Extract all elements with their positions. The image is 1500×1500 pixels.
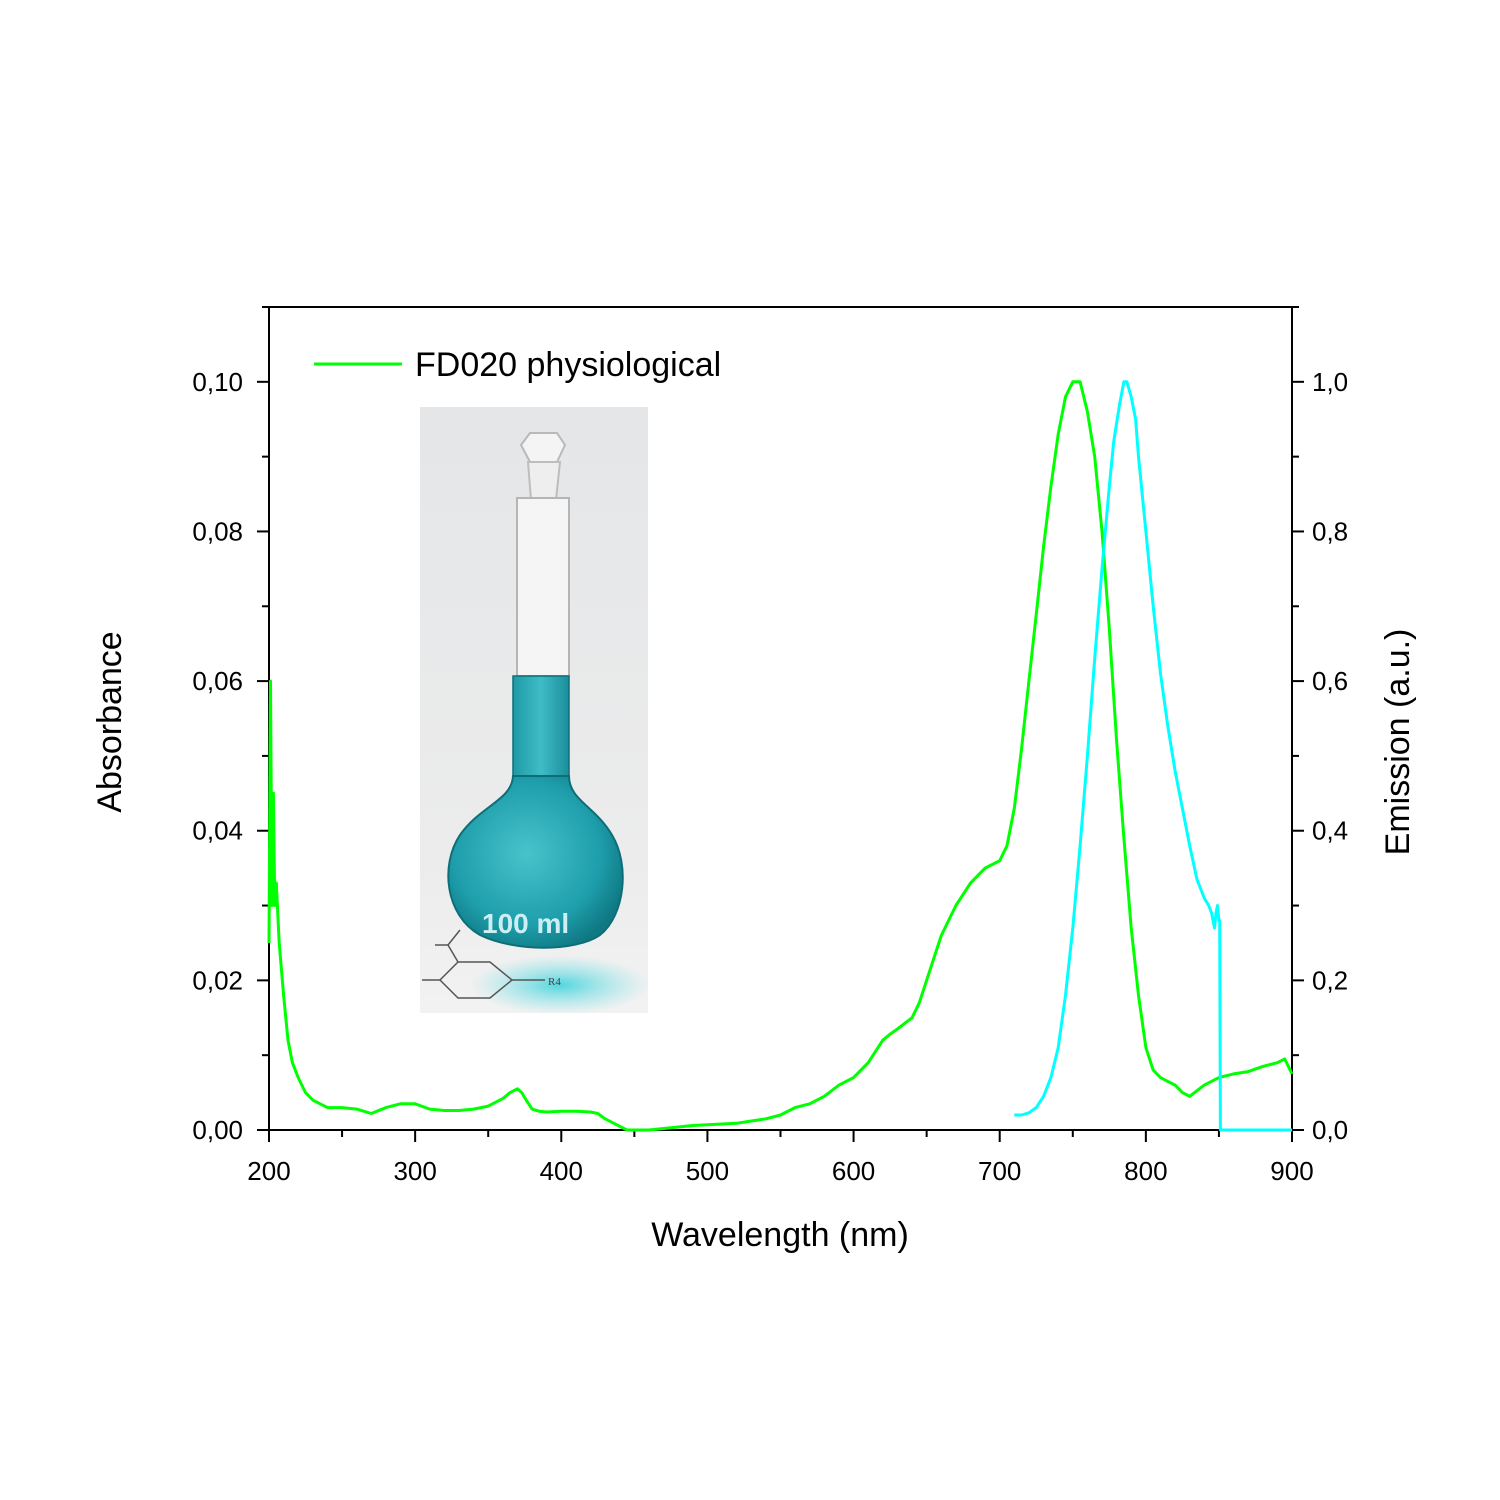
liquid-shadow bbox=[470, 955, 650, 1015]
x-tick-label: 200 bbox=[247, 1156, 290, 1186]
left-y-tick-label: 0,00 bbox=[192, 1115, 243, 1145]
right-y-tick-label: 0,0 bbox=[1312, 1115, 1348, 1145]
absorbance-series-line bbox=[267, 380, 1294, 1132]
left-y-tick-label: 0,06 bbox=[192, 666, 243, 696]
x-tick-label: 800 bbox=[1124, 1156, 1167, 1186]
x-axis-title: Wavelength (nm) bbox=[651, 1216, 909, 1254]
x-tick-label: 400 bbox=[540, 1156, 583, 1186]
right-y-tick-label: 0,8 bbox=[1312, 516, 1348, 546]
left-y-tick-label: 0,04 bbox=[192, 816, 243, 846]
legend-label-fd020: FD020 physiological bbox=[415, 346, 721, 384]
emission-series-line bbox=[1014, 380, 1292, 1132]
left-y-axis-title: Absorbance bbox=[91, 631, 129, 812]
right-y-tick-label: 1,0 bbox=[1312, 367, 1348, 397]
legend: FD020 physiological bbox=[314, 346, 721, 384]
x-tick-label: 300 bbox=[393, 1156, 436, 1186]
flask-body bbox=[447, 775, 624, 949]
left-y-tick-label: 0,10 bbox=[192, 367, 243, 397]
right-y-axis-title: Emission (a.u.) bbox=[1379, 629, 1417, 856]
chemical-structure-drawing bbox=[422, 929, 545, 999]
right-y-tick-label: 0,2 bbox=[1312, 965, 1348, 995]
structure-label: R4 bbox=[548, 976, 561, 988]
flask-stopper bbox=[519, 432, 567, 463]
left-y-tick-label: 0,02 bbox=[192, 965, 243, 995]
x-tick-label: 600 bbox=[832, 1156, 875, 1186]
flask-inset-image: 100 ml R4 bbox=[420, 407, 650, 1015]
right-y-tick-label: 0,4 bbox=[1312, 816, 1348, 846]
flask-neck bbox=[516, 497, 570, 677]
x-tick-label: 700 bbox=[978, 1156, 1021, 1186]
right-y-tick-label: 0,6 bbox=[1312, 666, 1348, 696]
x-tick-label: 900 bbox=[1270, 1156, 1313, 1186]
x-tick-label: 500 bbox=[686, 1156, 729, 1186]
flask-marking: 100 ml bbox=[482, 908, 569, 939]
left-y-tick-label: 0,08 bbox=[192, 516, 243, 546]
